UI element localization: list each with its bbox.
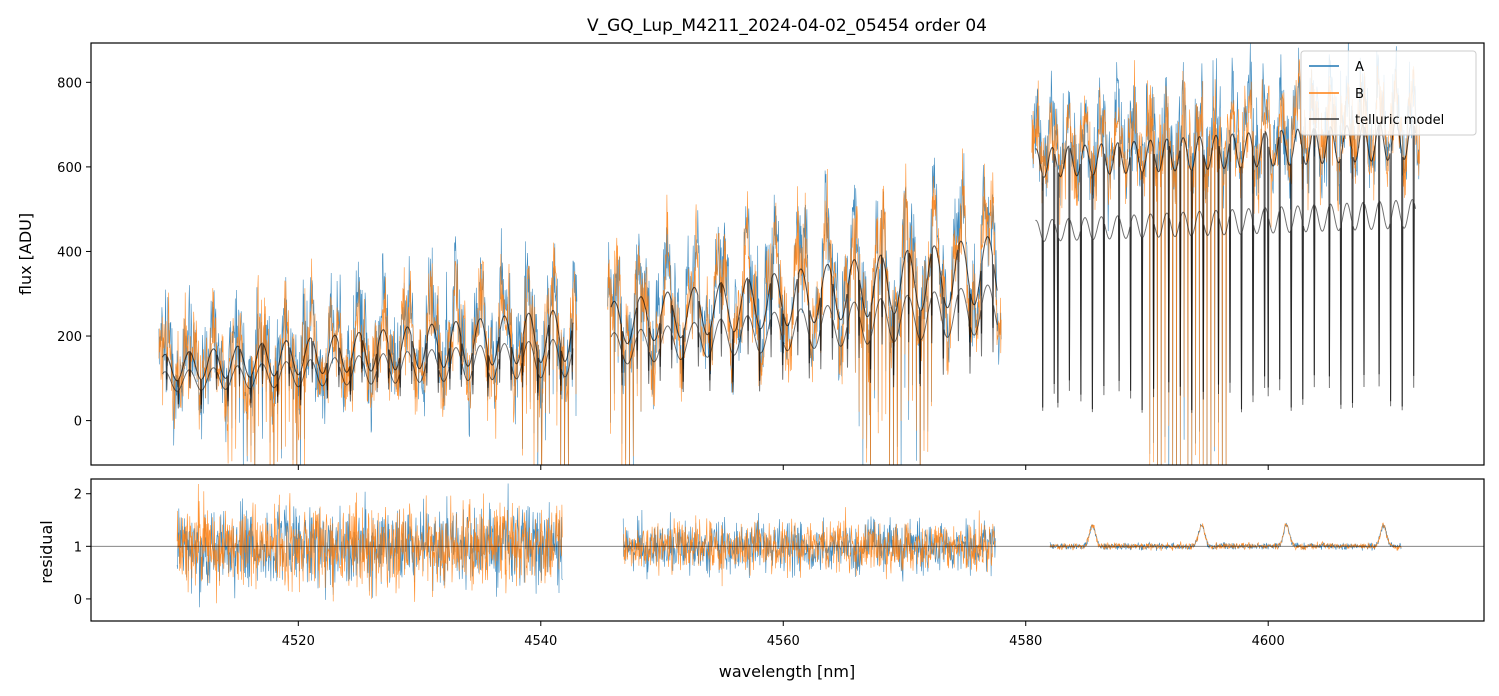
- bottom-y-axis-label: residual: [37, 520, 56, 583]
- bottom-x-axis: 4520 4540 4560 4580 4600: [282, 621, 1285, 649]
- top-panel-data: [158, 43, 1420, 465]
- bottom-y-tick-label: 0: [74, 593, 82, 608]
- bottom-panel-data: [91, 483, 1484, 608]
- legend-label-b: B: [1355, 87, 1364, 102]
- telluric-model-line: [610, 235, 998, 383]
- bottom-panel-frame: [90, 478, 1485, 622]
- top-y-tick-label: 800: [57, 76, 82, 91]
- top-y-tick-label: 200: [57, 330, 82, 345]
- telluric-model-line: [610, 284, 998, 393]
- legend: A B telluric model: [1300, 50, 1477, 136]
- top-y-axis: 0 200 400 600 800: [57, 76, 91, 430]
- top-y-axis-label: flux [ADU]: [16, 213, 35, 295]
- top-y-tick-label: 600: [57, 161, 82, 176]
- bottom-y-tick-label: 2: [74, 488, 82, 503]
- bottom-y-axis: 0 1 2: [74, 488, 91, 608]
- top-panel-frame: [90, 42, 1485, 466]
- x-axis-label: wavelength [nm]: [719, 662, 856, 681]
- bottom-x-tick-label: 4600: [1252, 634, 1285, 649]
- bottom-x-tick-label: 4560: [767, 634, 800, 649]
- legend-label-a: A: [1355, 60, 1364, 75]
- legend-frame: [1300, 50, 1477, 136]
- top-y-tick-label: 0: [74, 415, 82, 430]
- series-b-line: [158, 242, 578, 465]
- top-x-axis: [297, 465, 1269, 470]
- bottom-x-tick-label: 4520: [282, 634, 315, 649]
- series-b-line: [1031, 59, 1420, 465]
- bottom-x-tick-label: 4540: [524, 634, 557, 649]
- chart-title: V_GQ_Lup_M4211_2024-04-02_05454 order 04: [587, 16, 987, 36]
- legend-label-telluric: telluric model: [1355, 113, 1444, 128]
- series-b-line: [607, 148, 1002, 465]
- telluric-model-line: [1035, 199, 1416, 413]
- bottom-y-tick-label: 1: [74, 540, 82, 555]
- telluric-model-line: [162, 338, 574, 409]
- bottom-x-tick-label: 4580: [1009, 634, 1042, 649]
- residual-b-line: [176, 483, 563, 604]
- residual-b-line: [1049, 522, 1402, 551]
- top-y-tick-label: 400: [57, 245, 82, 260]
- telluric-model-line: [162, 309, 574, 405]
